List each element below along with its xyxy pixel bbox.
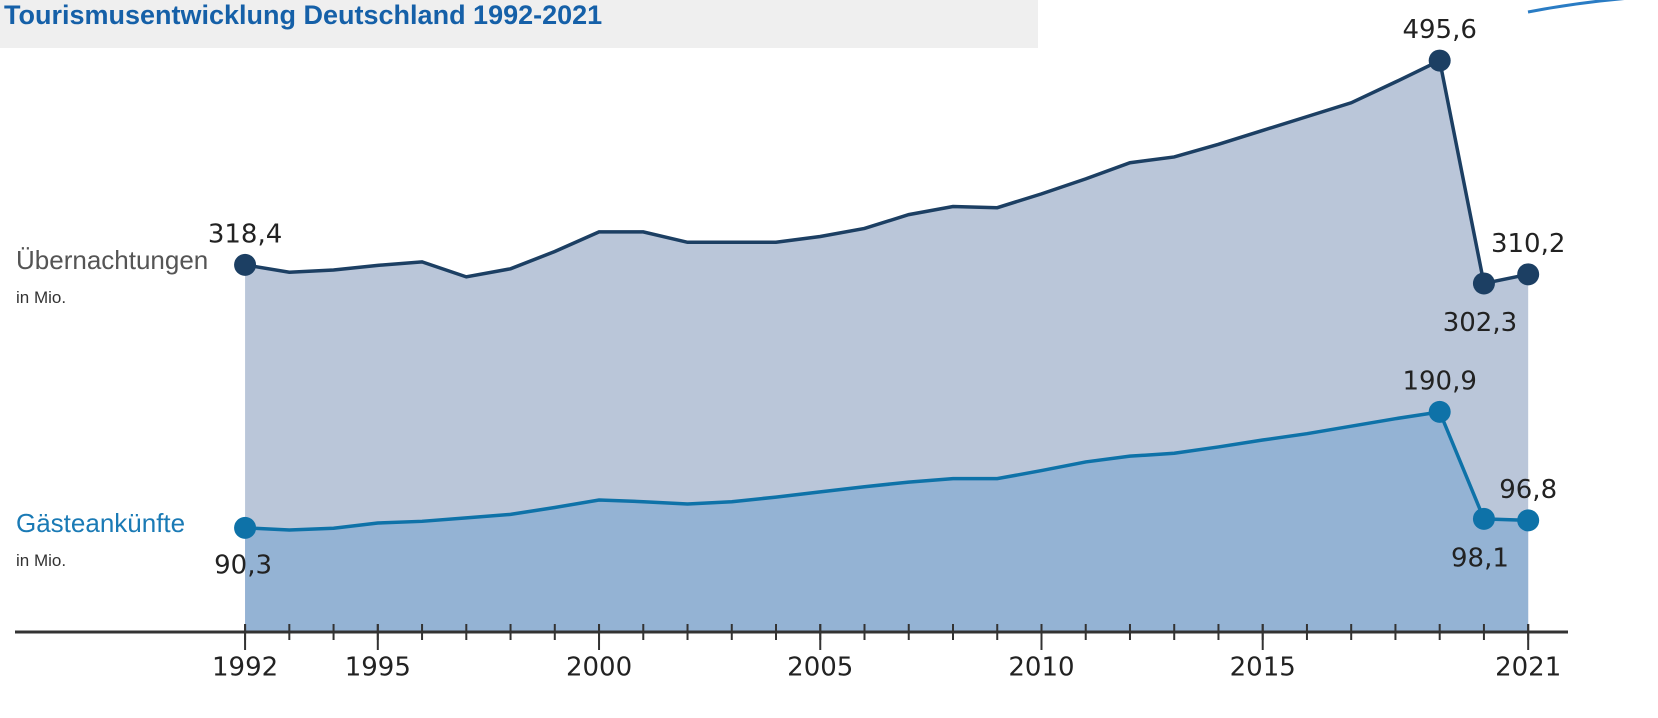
area [245,411,1529,632]
title-box [0,0,1038,48]
marker [1517,263,1540,286]
chart-title: Tourismusentwicklung Deutschland 1992-20… [4,0,602,30]
marker [1428,49,1451,72]
value-label: 495,6 [1402,15,1476,45]
marker [234,516,257,539]
series-name: Gästeankünfte [16,508,185,538]
value-label: 190,9 [1402,366,1476,396]
value-label: 318,4 [208,219,282,249]
value-label: 302,3 [1443,308,1517,338]
value-label: 96,8 [1499,475,1557,505]
line [244,58,1529,286]
series-unit: in Mio. [16,551,66,570]
x-tick-label: 2021 [1495,653,1561,683]
marker [234,253,257,276]
x-tick-label: 2000 [566,653,632,683]
marker [1472,507,1495,530]
x-tick-label: 2005 [787,653,853,683]
marker [1472,272,1495,295]
series-unit: in Mio. [16,288,66,307]
value-label: 310,2 [1491,229,1565,259]
x-tick-label: 1995 [345,653,411,683]
line [244,409,1529,532]
x-tick-label: 2010 [1008,653,1074,683]
x-tick-label: 1992 [212,653,278,683]
marker [1428,400,1451,423]
marker [1517,509,1540,532]
decoration-arrow [1527,0,1625,14]
value-label: 90,3 [214,550,272,580]
series-name: Übernachtungen [16,245,208,275]
x-tick-label: 2015 [1230,653,1296,683]
value-label: 98,1 [1451,543,1509,573]
